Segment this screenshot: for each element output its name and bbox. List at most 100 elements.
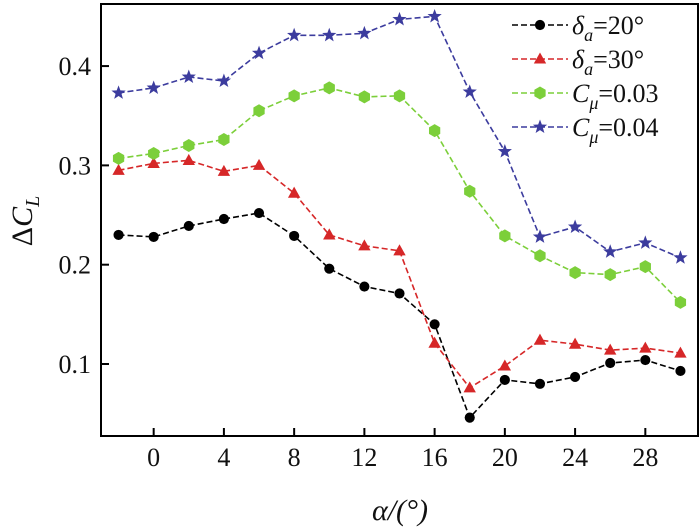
series-2	[112, 153, 687, 393]
data-point	[358, 90, 371, 104]
axes-layer: 0 4 8 12 16 20 24 28 0.1 0.2 0.3 0.4	[59, 52, 659, 472]
data-point	[534, 249, 546, 263]
x-tick-label: 24	[562, 443, 588, 472]
data-point	[567, 219, 583, 233]
data-point	[639, 260, 651, 274]
data-point	[148, 231, 159, 242]
data-point	[218, 213, 229, 225]
data-point	[674, 346, 687, 358]
data-point	[393, 89, 406, 103]
legend-label: Cμ=0.04	[572, 113, 659, 147]
data-point	[146, 80, 161, 94]
x-tick-label: 28	[632, 443, 658, 472]
data-point	[605, 357, 616, 369]
series-line	[118, 159, 681, 389]
data-point	[570, 371, 581, 382]
data-point	[499, 229, 511, 243]
data-point	[217, 164, 231, 176]
data-point	[288, 89, 300, 103]
data-point	[464, 412, 475, 423]
data-point	[498, 359, 512, 371]
x-tick-label: 0	[147, 443, 160, 472]
data-point	[218, 133, 230, 147]
data-point	[359, 281, 370, 292]
data-point	[393, 244, 406, 256]
data-point	[499, 374, 510, 385]
legend-label: δa=30°	[572, 45, 644, 79]
data-point	[673, 250, 688, 264]
legend-marker	[534, 19, 546, 31]
data-point	[428, 336, 441, 348]
data-point	[392, 11, 407, 26]
data-point	[113, 229, 124, 240]
data-point	[675, 365, 686, 377]
data-point	[497, 144, 512, 158]
data-point	[252, 158, 266, 170]
data-point	[183, 139, 195, 153]
data-point	[148, 146, 160, 160]
data-point	[182, 153, 195, 165]
data-point	[253, 104, 265, 118]
data-point	[289, 230, 300, 241]
series-3	[112, 81, 687, 309]
data-point	[462, 84, 477, 98]
data-point	[568, 337, 582, 349]
legend-entry-4: Cμ=0.04	[512, 113, 659, 147]
legend-label: δa=20°	[572, 11, 644, 45]
data-point	[428, 124, 441, 138]
legend-entry-3: Cμ=0.03	[512, 79, 659, 113]
y-axis-label: ΔCL	[6, 196, 44, 246]
plot-frame	[100, 3, 699, 437]
data-point	[287, 27, 302, 42]
data-point	[463, 381, 476, 393]
data-point	[112, 163, 125, 175]
data-point	[287, 186, 301, 198]
series-line	[118, 87, 682, 303]
x-tick-label: 20	[492, 443, 518, 472]
data-point	[394, 288, 405, 299]
data-point	[674, 295, 687, 309]
data-point	[603, 244, 618, 258]
data-point	[323, 81, 335, 95]
data-point	[640, 354, 651, 366]
data-point	[534, 378, 546, 389]
x-tick-label: 16	[422, 443, 448, 472]
data-point	[324, 263, 335, 274]
legend-marker	[533, 52, 547, 64]
legend-entry-1: δa=20°	[512, 11, 644, 45]
data-point	[147, 156, 160, 168]
x-axis-label-text: α/(°)	[372, 494, 428, 527]
x-tick-label: 4	[217, 443, 230, 472]
legend-label: Cμ=0.03	[572, 79, 659, 113]
data-point	[358, 239, 371, 251]
x-tick-label: 8	[288, 443, 301, 472]
series-layer	[111, 8, 688, 423]
y-tick-label: 0.3	[59, 151, 92, 180]
legend-entry-2: δa=30°	[512, 45, 644, 79]
x-tick-label: 12	[351, 443, 377, 472]
data-point	[111, 85, 126, 99]
data-point	[253, 207, 265, 219]
data-point	[532, 229, 548, 243]
data-point	[323, 228, 336, 240]
data-point	[569, 266, 581, 280]
data-point	[183, 220, 194, 232]
y-tick-label: 0.2	[59, 251, 92, 280]
data-point	[429, 319, 440, 330]
data-point	[181, 69, 196, 84]
data-point	[604, 268, 616, 282]
x-axis-label: α/(°)	[372, 494, 428, 527]
series-1	[113, 207, 686, 423]
series-line	[118, 212, 681, 420]
data-point	[639, 341, 652, 353]
data-point	[216, 73, 232, 88]
data-point	[604, 343, 617, 355]
y-tick-label: 0.1	[59, 350, 92, 379]
data-point	[322, 27, 337, 42]
series-4	[111, 8, 688, 264]
legend-marker	[532, 119, 548, 134]
data-point	[427, 8, 442, 23]
legend-marker	[534, 86, 546, 100]
